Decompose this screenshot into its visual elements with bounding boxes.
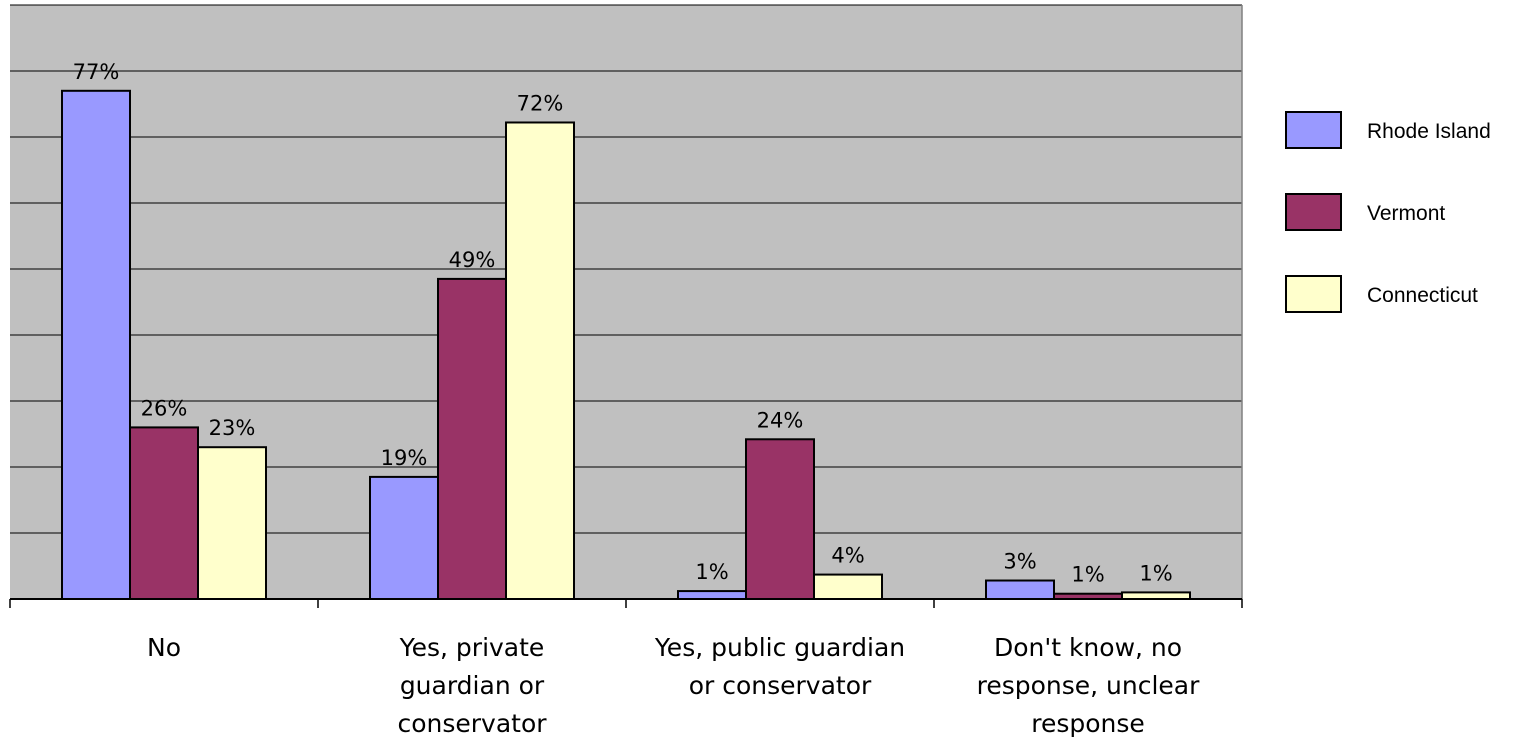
- data-labels: 77% 19% 1% 3% 26% 49% 24% 1% 23% 72% 4% 1%: [73, 60, 1173, 587]
- category-label: conservator: [397, 709, 547, 738]
- data-label: 1%: [1071, 563, 1104, 587]
- x-axis: [9, 598, 1243, 608]
- category-label: Don't know, no: [994, 633, 1182, 662]
- bar-rhode-island: [369, 475, 439, 600]
- data-label: 49%: [449, 248, 496, 272]
- category-label: Yes, public guardian: [654, 633, 905, 662]
- bar-vermont: [437, 277, 507, 600]
- data-label: 19%: [381, 446, 428, 470]
- legend-label: Vermont: [1367, 202, 1445, 225]
- bar-vermont: [129, 426, 199, 600]
- legend-label: Connecticut: [1367, 284, 1478, 307]
- category-label: Yes, private: [399, 633, 545, 662]
- legend-swatch: [1285, 275, 1342, 313]
- legend: Rhode Island Vermont Connecticut: [1285, 111, 1491, 313]
- data-label: 23%: [209, 416, 256, 440]
- category-labels: No Yes, private guardian or conservator Yes,…: [147, 633, 1200, 738]
- bar-rhode-island: [677, 590, 747, 601]
- data-label: 3%: [1003, 550, 1036, 574]
- category-label: response: [1031, 709, 1145, 738]
- bar-rhode-island: [61, 89, 131, 601]
- data-label: 1%: [695, 560, 728, 584]
- legend-label: Rhode Island: [1367, 120, 1491, 143]
- data-label: 24%: [757, 408, 804, 432]
- data-label: 72%: [517, 91, 564, 115]
- bar-vermont: [745, 438, 815, 600]
- bar-connecticut: [813, 573, 883, 601]
- legend-swatch: [1285, 193, 1342, 231]
- bar-connecticut: [505, 121, 575, 600]
- data-label: 1%: [1139, 561, 1172, 585]
- data-label: 26%: [141, 396, 188, 420]
- bar-connecticut: [197, 446, 267, 601]
- bars: [61, 89, 1191, 601]
- gridlines: [10, 4, 1243, 599]
- data-label: 77%: [73, 60, 120, 84]
- category-label: No: [147, 633, 181, 662]
- data-label: 4%: [831, 544, 864, 568]
- legend-swatch: [1285, 111, 1342, 149]
- category-label: response, unclear: [977, 671, 1201, 700]
- bar-rhode-island: [985, 579, 1055, 601]
- category-label: or conservator: [689, 671, 872, 700]
- category-label: guardian or: [400, 671, 545, 700]
